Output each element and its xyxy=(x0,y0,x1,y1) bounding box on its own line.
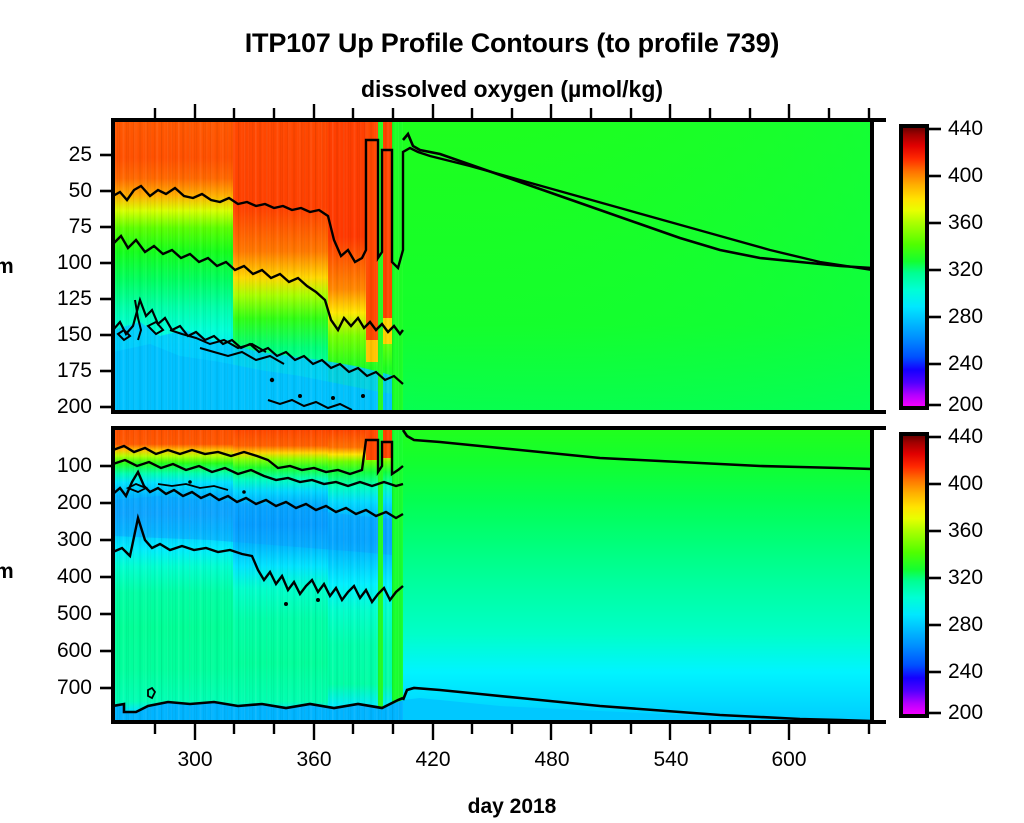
xtick-300: 300 xyxy=(177,748,213,771)
panel1-ytick-50: 50 xyxy=(68,179,92,202)
colorbar-upper-ticks xyxy=(927,127,941,407)
panel2-ytick-700: 700 xyxy=(56,676,92,699)
panel1-ytick-100: 100 xyxy=(56,251,92,274)
panel2-contour-280-lower xyxy=(113,513,404,605)
cb2-label-360: 360 xyxy=(948,519,984,542)
panel2-x-ticks xyxy=(153,722,871,740)
colorbar-lower-ticks xyxy=(927,435,941,715)
cb1-label-280: 280 xyxy=(948,305,984,328)
colorbar-upper xyxy=(899,124,941,410)
panel2-ytick-400: 400 xyxy=(56,565,92,588)
cb2-label-200: 200 xyxy=(948,701,984,724)
panel2-ytick-600: 600 xyxy=(56,639,92,662)
colorbar-upper-gradient xyxy=(901,126,927,408)
panel1-contour-drift xyxy=(402,131,872,270)
panel2-contour-320 xyxy=(113,458,404,488)
colorbar-lower xyxy=(899,432,941,718)
panel1-frame xyxy=(111,118,874,414)
cb1-label-320: 320 xyxy=(948,258,984,281)
panel2-y-ticks xyxy=(100,464,113,690)
xtick-480: 480 xyxy=(534,748,570,771)
cb1-label-200: 200 xyxy=(948,393,984,416)
cb2-label-400: 400 xyxy=(948,472,984,495)
cb1-label-400: 400 xyxy=(948,164,984,187)
cb1-label-440: 440 xyxy=(948,117,984,140)
figure-title: ITP107 Up Profile Contours (to profile 7… xyxy=(244,28,780,58)
cb2-label-280: 280 xyxy=(948,613,984,636)
cb2-label-320: 320 xyxy=(948,566,984,589)
panel1-y-axis-label: m xyxy=(0,255,14,278)
panel2-y-axis-label: m xyxy=(0,560,14,583)
panel1-ytick-200: 200 xyxy=(56,395,92,418)
cb2-label-440: 440 xyxy=(948,425,984,448)
panel2-ytick-300: 300 xyxy=(56,528,92,551)
panel2-ytick-100: 100 xyxy=(56,454,92,477)
cb2-label-240: 240 xyxy=(948,660,984,683)
cb1-label-240: 240 xyxy=(948,352,984,375)
panel1-ytick-25: 25 xyxy=(68,143,92,166)
panel-full-depth xyxy=(100,426,886,740)
cb1-label-360: 360 xyxy=(948,211,984,234)
colorbar-lower-gradient xyxy=(901,434,927,716)
figure-subtitle: dissolved oxygen (µmol/kg) xyxy=(360,76,664,102)
panel2-contour-bottom xyxy=(113,696,404,714)
panel1-ytick-125: 125 xyxy=(56,287,92,310)
xtick-360: 360 xyxy=(296,748,332,771)
panel2-field-uniform xyxy=(403,428,872,722)
panel1-ytick-75: 75 xyxy=(68,215,92,238)
panel2-contour-280-upper xyxy=(113,469,404,520)
x-axis-label: day 2018 xyxy=(467,795,557,818)
panel2-frame xyxy=(111,426,874,724)
panel1-top-ticks xyxy=(153,104,871,120)
panel2-contour-drift-lower xyxy=(401,686,872,722)
panel2-contour-drift-upper xyxy=(401,429,872,471)
panel1-y-ticks xyxy=(100,153,113,409)
panel1-contour-320 xyxy=(113,234,404,336)
xtick-600: 600 xyxy=(771,748,807,771)
panel2-ytick-500: 500 xyxy=(56,602,92,625)
panel1-ytick-150: 150 xyxy=(56,323,92,346)
panel1-ytick-175: 175 xyxy=(56,359,92,382)
panel1-contour-360 xyxy=(113,138,872,272)
xtick-540: 540 xyxy=(653,748,689,771)
xtick-420: 420 xyxy=(415,748,451,771)
panel2-contour-360 xyxy=(113,438,404,477)
panel-upper-200m xyxy=(100,104,886,414)
panel2-ytick-200: 200 xyxy=(56,491,92,514)
